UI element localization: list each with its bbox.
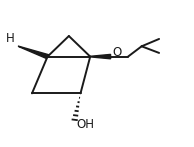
Polygon shape [90,54,111,59]
Polygon shape [18,46,49,59]
Text: OH: OH [77,118,95,131]
Text: O: O [112,46,121,59]
Text: H: H [6,32,15,45]
